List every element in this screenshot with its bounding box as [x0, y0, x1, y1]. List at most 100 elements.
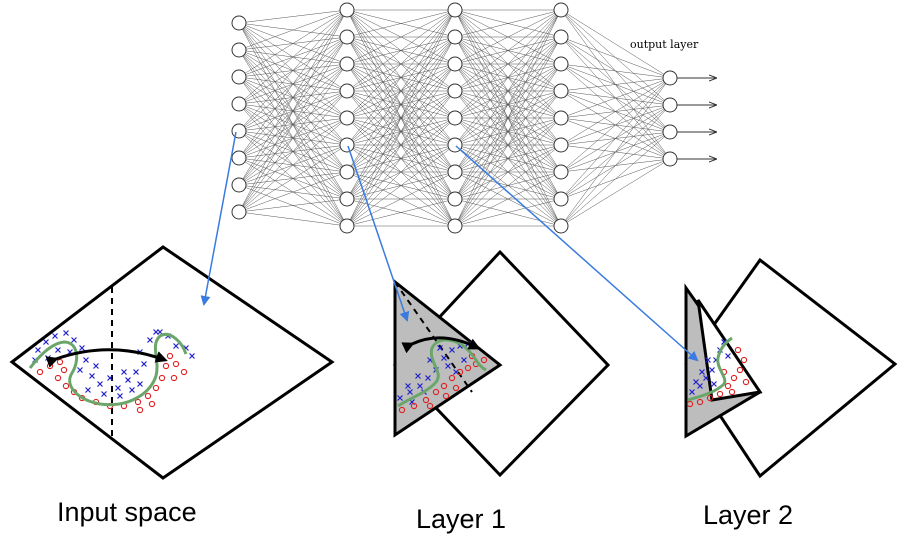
neuron	[231, 42, 247, 58]
class-o-point	[740, 356, 748, 364]
network-edge	[454, 144, 562, 227]
class-o-point	[172, 360, 180, 368]
network-edge	[238, 63, 348, 213]
network-edge	[454, 63, 562, 227]
network-edge	[560, 77, 671, 200]
network-edge	[238, 9, 348, 213]
neuron	[553, 191, 569, 207]
network-edge	[560, 131, 671, 227]
class-o-point	[410, 402, 418, 410]
network-edge	[346, 171, 456, 227]
neuron	[339, 110, 355, 126]
output-neuron	[662, 70, 678, 86]
class-x-point	[125, 377, 131, 383]
class-o-point	[696, 398, 704, 406]
class-o-point	[180, 368, 188, 376]
neuron	[231, 69, 247, 85]
neuron	[339, 137, 355, 153]
output-arrows	[677, 78, 716, 159]
network-edge	[346, 9, 456, 227]
network-edge	[454, 36, 562, 227]
class-x-point	[43, 339, 49, 345]
class-x-point	[52, 333, 58, 339]
neuron	[339, 56, 355, 72]
network-edge	[560, 36, 671, 79]
network-edge	[238, 9, 348, 24]
neuron	[339, 191, 355, 207]
network-edge	[238, 9, 348, 186]
neuron	[447, 56, 463, 72]
network-edge	[346, 144, 456, 227]
neuron	[339, 164, 355, 180]
class-x-point	[689, 389, 695, 395]
class-o-point	[432, 388, 440, 396]
panel-layer-2	[684, 257, 898, 479]
neuron	[231, 15, 247, 31]
neuron	[447, 110, 463, 126]
network-edge	[346, 9, 456, 146]
network-edge	[238, 144, 348, 213]
class-o-point	[452, 384, 460, 392]
mapping-arrow-layer2	[455, 145, 699, 362]
layer2-diamond	[684, 257, 898, 479]
neuron	[447, 218, 463, 234]
class-o-point	[464, 364, 472, 372]
class-o-point	[136, 406, 144, 414]
class-o-point	[734, 346, 742, 354]
class-o-point	[724, 382, 732, 390]
class-x-point	[699, 369, 705, 375]
network-edge	[454, 9, 562, 200]
class-x-point	[63, 330, 69, 336]
layer2-inner-fold	[696, 299, 763, 402]
network-edge	[346, 63, 456, 227]
panel-input-space	[9, 245, 335, 480]
network-edge	[454, 198, 562, 227]
network-edge	[238, 9, 348, 105]
class-x-point	[705, 357, 711, 363]
network-edge	[346, 9, 456, 65]
neuron	[553, 2, 569, 18]
neuron	[553, 137, 569, 153]
network-edge	[346, 9, 456, 173]
network-edge	[238, 9, 348, 78]
class-x-point	[35, 347, 41, 353]
neuron	[553, 56, 569, 72]
class-x-point	[415, 373, 421, 379]
class-x-point	[77, 367, 83, 373]
neuron	[339, 83, 355, 99]
class-o-point	[422, 396, 430, 404]
layer1-diamond	[392, 249, 611, 478]
class-o-point	[686, 400, 694, 408]
class-x-point	[115, 385, 121, 391]
class-x-point	[121, 369, 127, 375]
class-o-point	[148, 400, 156, 408]
class-x-point	[405, 383, 411, 389]
neuron	[231, 96, 247, 112]
network-edge	[560, 77, 671, 92]
class-o-point	[144, 392, 152, 400]
fold-arrow	[45, 348, 168, 368]
class-o-point	[448, 374, 456, 382]
output-neuron	[662, 124, 678, 140]
network-edge	[560, 77, 671, 119]
class-x-point	[425, 375, 431, 381]
neuron	[447, 164, 463, 180]
class-o-point	[480, 356, 488, 364]
neuron	[339, 2, 355, 18]
class-x-point	[445, 363, 451, 369]
class-o-point	[426, 402, 434, 410]
neuron	[553, 164, 569, 180]
network-edge	[454, 171, 562, 227]
network-edge	[560, 9, 671, 79]
network-edge	[346, 117, 456, 227]
class-o-point	[730, 374, 738, 382]
mapping-arrow-input	[200, 131, 237, 306]
class-x-point	[85, 387, 91, 393]
neuron	[553, 29, 569, 45]
network-edge	[346, 9, 456, 38]
class-x-point	[709, 367, 715, 373]
caption-layer-2: Layer 2	[703, 500, 794, 530]
class-x-point	[133, 369, 139, 375]
mapping-arrow-layer1	[347, 145, 410, 322]
